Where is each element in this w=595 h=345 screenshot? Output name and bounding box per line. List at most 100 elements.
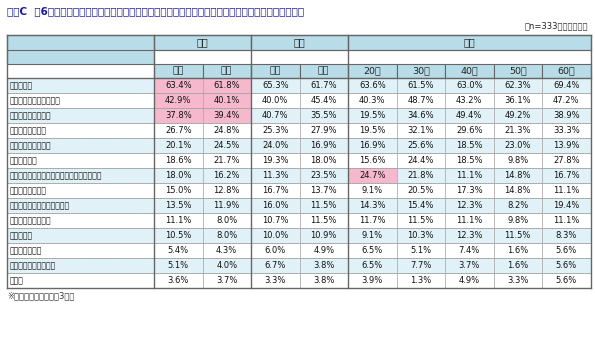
Text: 38.9%: 38.9%: [553, 111, 580, 120]
Bar: [348, 78, 396, 93]
Text: 飲み会が少ない: 飲み会が少ない: [10, 246, 42, 255]
Text: 13.7%: 13.7%: [311, 186, 337, 195]
Text: 12.3%: 12.3%: [456, 231, 483, 240]
Bar: [493, 108, 542, 123]
Bar: [202, 78, 251, 93]
Text: 16.2%: 16.2%: [214, 171, 240, 180]
Text: 海外転勤の機会がある: 海外転勤の機会がある: [10, 261, 57, 270]
Text: 6.5%: 6.5%: [362, 261, 383, 270]
Bar: [542, 123, 590, 138]
Bar: [396, 78, 445, 93]
Bar: [7, 153, 154, 168]
Bar: [396, 93, 445, 108]
Text: 前回: 前回: [221, 67, 233, 76]
Text: 61.7%: 61.7%: [311, 81, 337, 90]
Bar: [251, 198, 299, 213]
Bar: [348, 243, 396, 258]
Text: 5.6%: 5.6%: [556, 276, 577, 285]
Bar: [493, 78, 542, 93]
Text: 7.7%: 7.7%: [410, 261, 431, 270]
Bar: [7, 108, 154, 123]
Bar: [202, 108, 251, 123]
Text: 11.1%: 11.1%: [456, 171, 483, 180]
Text: 先進的な取り組みをしている: 先進的な取り組みをしている: [10, 201, 70, 210]
Bar: [445, 243, 493, 258]
Bar: [7, 138, 154, 153]
Bar: [299, 78, 348, 93]
Bar: [251, 123, 299, 138]
Bar: [299, 64, 348, 78]
Bar: [202, 153, 251, 168]
Text: 4.0%: 4.0%: [216, 261, 237, 270]
Bar: [396, 183, 445, 198]
Bar: [251, 183, 299, 198]
Bar: [202, 273, 251, 288]
Bar: [299, 228, 348, 243]
Bar: [7, 198, 154, 213]
Text: 職場が自宅から近い: 職場が自宅から近い: [10, 216, 52, 225]
Bar: [7, 258, 154, 273]
Bar: [202, 64, 251, 78]
Bar: [251, 108, 299, 123]
Bar: [154, 243, 202, 258]
Bar: [7, 243, 154, 258]
Text: 40.1%: 40.1%: [214, 96, 240, 105]
Text: 1.6%: 1.6%: [507, 261, 528, 270]
Bar: [445, 123, 493, 138]
Text: 11.5%: 11.5%: [408, 216, 434, 225]
Bar: [493, 138, 542, 153]
Text: 3.8%: 3.8%: [313, 261, 334, 270]
Bar: [299, 123, 348, 138]
Text: 48.7%: 48.7%: [408, 96, 434, 105]
Bar: [348, 108, 396, 123]
Text: 11.7%: 11.7%: [359, 216, 386, 225]
Text: 性別: 性別: [293, 38, 305, 48]
Bar: [251, 273, 299, 288]
Bar: [445, 183, 493, 198]
Text: 20.1%: 20.1%: [165, 141, 192, 150]
Text: 16.0%: 16.0%: [262, 201, 289, 210]
Bar: [202, 258, 251, 273]
Text: 9.8%: 9.8%: [507, 216, 528, 225]
Text: 40.0%: 40.0%: [262, 96, 289, 105]
Text: 47.2%: 47.2%: [553, 96, 580, 105]
Bar: [348, 123, 396, 138]
Text: 3.8%: 3.8%: [313, 276, 334, 285]
Bar: [154, 168, 202, 183]
Bar: [542, 138, 590, 153]
Text: 63.6%: 63.6%: [359, 81, 386, 90]
Bar: [348, 183, 396, 198]
Bar: [542, 153, 590, 168]
Bar: [445, 198, 493, 213]
Bar: [493, 64, 542, 78]
Text: 5.6%: 5.6%: [556, 246, 577, 255]
Bar: [493, 273, 542, 288]
Text: 残業が少ない: 残業が少ない: [10, 156, 37, 165]
Text: 11.9%: 11.9%: [214, 201, 240, 210]
Text: 17.3%: 17.3%: [456, 186, 483, 195]
Bar: [348, 273, 396, 288]
Bar: [251, 93, 299, 108]
Bar: [542, 78, 590, 93]
Text: 6.7%: 6.7%: [265, 261, 286, 270]
Bar: [154, 153, 202, 168]
Text: 男性: 男性: [270, 67, 281, 76]
Bar: [154, 93, 202, 108]
Text: 36.1%: 36.1%: [505, 96, 531, 105]
Text: 6.5%: 6.5%: [362, 246, 383, 255]
Bar: [493, 93, 542, 108]
Text: 61.8%: 61.8%: [214, 81, 240, 90]
Bar: [493, 123, 542, 138]
Text: 30代: 30代: [412, 67, 430, 76]
Bar: [251, 168, 299, 183]
Bar: [542, 213, 590, 228]
Bar: [154, 228, 202, 243]
Bar: [7, 183, 154, 198]
Bar: [396, 258, 445, 273]
Bar: [299, 273, 348, 288]
Bar: [445, 64, 493, 78]
Text: 世代: 世代: [464, 38, 475, 48]
Bar: [445, 78, 493, 93]
Text: 49.4%: 49.4%: [456, 111, 483, 120]
Bar: [396, 168, 445, 183]
